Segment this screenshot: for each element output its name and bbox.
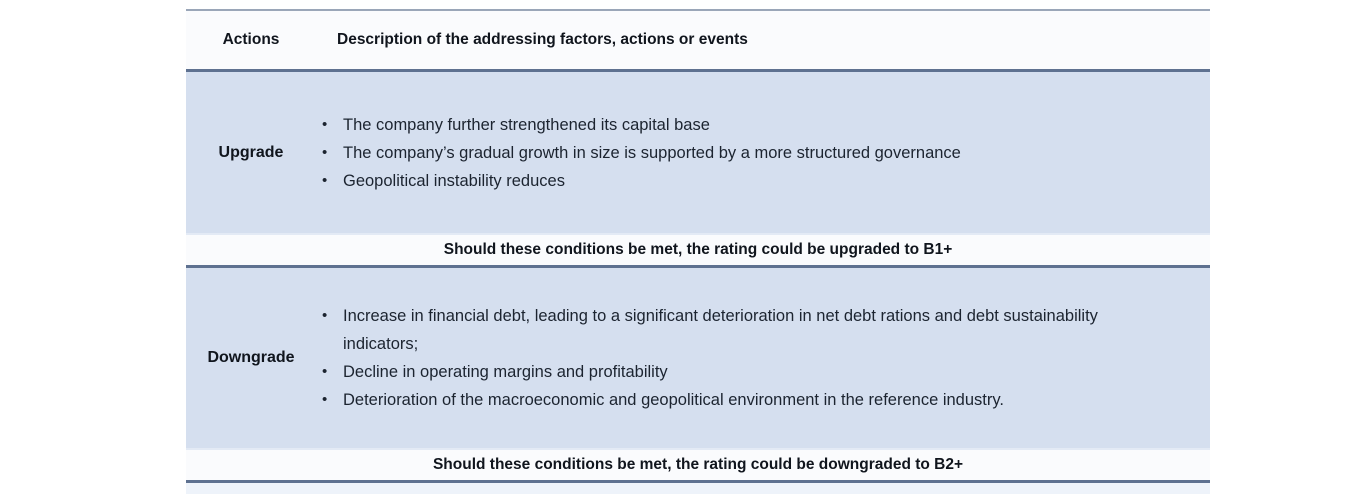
bullet-icon: •: [322, 363, 328, 380]
list-item: • Increase in financial debt, leading to…: [322, 302, 1122, 358]
bullet-item-text: Geopolitical instability reduces: [343, 171, 565, 190]
description-cell-upgrade: • The company further strengthened its c…: [316, 72, 1210, 233]
table-row-upgrade: Upgrade • The company further strengthen…: [186, 72, 1210, 235]
bullet-list: • Increase in financial debt, leading to…: [316, 302, 1158, 414]
upgrade-outcome-row: Should these conditions be met, the rati…: [186, 235, 1210, 268]
action-cell-downgrade: Downgrade: [207, 349, 295, 366]
bullet-icon: •: [322, 307, 328, 324]
action-cell-upgrade: Upgrade: [218, 143, 284, 161]
header-cell-description: Description of the addressing factors, a…: [337, 31, 748, 48]
bullet-item-text: The company’s gradual growth in size is …: [343, 143, 961, 162]
header-cell-actions: Actions: [222, 31, 280, 48]
list-item: • Decline in operating margins and profi…: [322, 358, 1122, 386]
bullet-list: • The company further strengthened its c…: [316, 111, 1158, 195]
bullet-item-text: Increase in financial debt, leading to a…: [343, 307, 1098, 353]
downgrade-outcome-row: Should these conditions be met, the rati…: [186, 450, 1210, 483]
table-row-downgrade: Downgrade • Increase in financial debt, …: [186, 268, 1210, 450]
bullet-icon: •: [322, 143, 328, 161]
list-item: • Geopolitical instability reduces: [322, 167, 1122, 195]
cropped-next-row: [186, 483, 1210, 494]
table-header-row: Actions Description of the addressing fa…: [186, 11, 1210, 72]
bullet-icon: •: [322, 171, 328, 189]
rating-sensitivity-table: Actions Description of the addressing fa…: [186, 9, 1210, 494]
bullet-item-text: The company further strengthened its cap…: [343, 115, 710, 134]
bullet-item-text: Deterioration of the macroeconomic and g…: [343, 391, 1004, 409]
list-item: • Deterioration of the macroeconomic and…: [322, 386, 1122, 414]
bullet-item-text: Decline in operating margins and profita…: [343, 363, 668, 381]
list-item: • The company further strengthened its c…: [322, 111, 1122, 139]
bullet-icon: •: [322, 391, 328, 408]
description-cell-downgrade: • Increase in financial debt, leading to…: [316, 268, 1210, 448]
list-item: • The company’s gradual growth in size i…: [322, 139, 1122, 167]
bullet-icon: •: [322, 115, 328, 133]
